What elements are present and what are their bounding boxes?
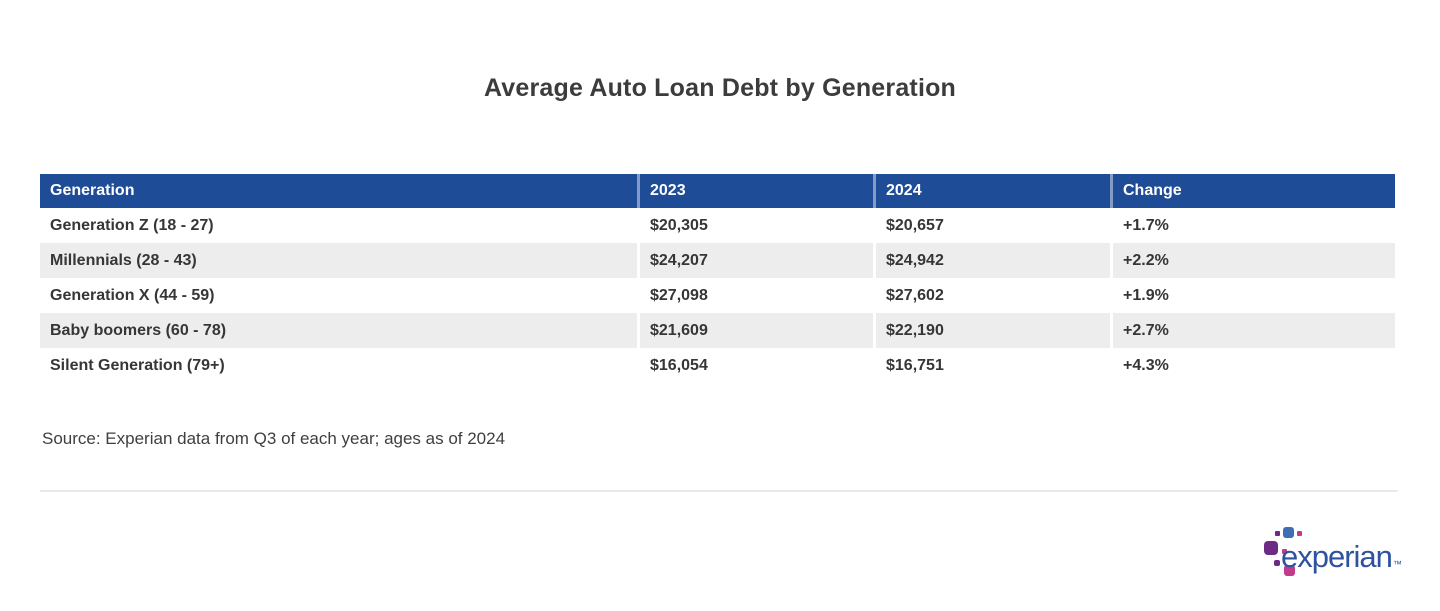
cell-generation: Millennials (28 - 43) (40, 243, 637, 278)
source-note: Source: Experian data from Q3 of each ye… (42, 429, 506, 448)
logo-dot-pink-icon (1297, 531, 1302, 536)
cell-generation: Generation Z (18 - 27) (40, 208, 637, 243)
cell-2023: $24,207 (637, 243, 873, 278)
cell-change: +4.3% (1110, 348, 1395, 383)
cell-2024: $27,602 (873, 278, 1110, 313)
logo-square-purple-icon (1264, 541, 1278, 555)
col-header-2023: 2023 (637, 174, 873, 208)
col-header-change: Change (1110, 174, 1395, 208)
logo-dot-magenta-icon (1282, 549, 1287, 554)
cell-change: +2.7% (1110, 313, 1395, 348)
page-title: Average Auto Loan Debt by Generation (483, 74, 957, 102)
table-row: Silent Generation (79+) $16,054 $16,751 … (40, 348, 1395, 383)
cell-generation: Silent Generation (79+) (40, 348, 637, 383)
col-header-generation: Generation (40, 174, 637, 208)
logo-square-magenta-icon (1284, 565, 1295, 576)
cell-2023: $16,054 (637, 348, 873, 383)
experian-logo: experian™ (1262, 524, 1407, 586)
experian-wordmark: experian™ (1281, 539, 1402, 574)
table-header-row: Generation 2023 2024 Change (40, 174, 1395, 208)
table-row: Millennials (28 - 43) $24,207 $24,942 +2… (40, 243, 1395, 278)
cell-generation: Baby boomers (60 - 78) (40, 313, 637, 348)
logo-square-purple-small-icon (1274, 560, 1280, 566)
cell-2024: $24,942 (873, 243, 1110, 278)
cell-change: +2.2% (1110, 243, 1395, 278)
cell-change: +1.7% (1110, 208, 1395, 243)
cell-2024: $20,657 (873, 208, 1110, 243)
cell-generation: Generation X (44 - 59) (40, 278, 637, 313)
cell-2023: $27,098 (637, 278, 873, 313)
cell-2023: $20,305 (637, 208, 873, 243)
auto-loan-debt-table: Generation 2023 2024 Change Generation Z… (40, 174, 1395, 383)
col-header-2024: 2024 (873, 174, 1110, 208)
table-body: Generation Z (18 - 27) $20,305 $20,657 +… (40, 208, 1395, 383)
table-row: Baby boomers (60 - 78) $21,609 $22,190 +… (40, 313, 1395, 348)
cell-change: +1.9% (1110, 278, 1395, 313)
logo-dot-purple-icon (1275, 531, 1280, 536)
table-row: Generation Z (18 - 27) $20,305 $20,657 +… (40, 208, 1395, 243)
cell-2024: $16,751 (873, 348, 1110, 383)
footer-divider (40, 490, 1398, 492)
cell-2023: $21,609 (637, 313, 873, 348)
logo-square-blue-icon (1283, 527, 1294, 538)
trademark-symbol: ™ (1392, 559, 1402, 569)
table-row: Generation X (44 - 59) $27,098 $27,602 +… (40, 278, 1395, 313)
cell-2024: $22,190 (873, 313, 1110, 348)
